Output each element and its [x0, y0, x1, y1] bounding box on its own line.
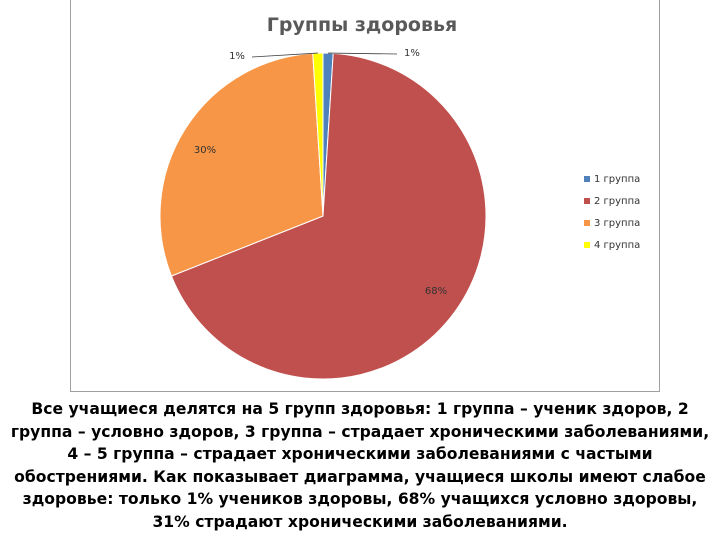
legend-label-4: 4 группа	[594, 240, 640, 251]
legend: 1 группа 2 группа 3 группа 4 группа	[584, 174, 640, 251]
leader-lines	[251, 52, 398, 58]
caption-text: Все учащиеся делятся на 5 групп здоровья…	[10, 400, 710, 531]
legend-label-1: 1 группа	[594, 174, 640, 185]
slice-label-3: 30%	[194, 145, 216, 156]
leader-line-1	[328, 52, 398, 55]
slice-label-1: 1%	[404, 48, 420, 59]
leader-line-4	[251, 52, 318, 58]
legend-swatch-3	[584, 220, 590, 226]
legend-label-2: 2 группа	[594, 196, 640, 207]
pie-slices	[159, 52, 487, 380]
slice-label-2: 68%	[425, 286, 447, 297]
slice-labels: 1% 68% 30% 1%	[194, 48, 447, 297]
pie-slice-3	[159, 52, 324, 277]
chart-title: Группы здоровья	[267, 14, 457, 36]
legend-swatch-4	[584, 242, 590, 248]
legend-label-3: 3 группа	[594, 218, 640, 229]
legend-swatch-1	[584, 176, 590, 182]
pie-chart: Группы здоровья 1% 68% 30% 1% 1 группа 2 гру…	[159, 14, 640, 380]
legend-swatch-2	[584, 198, 590, 204]
pie-slice-2	[170, 52, 487, 380]
slice-label-4: 1%	[229, 51, 245, 62]
